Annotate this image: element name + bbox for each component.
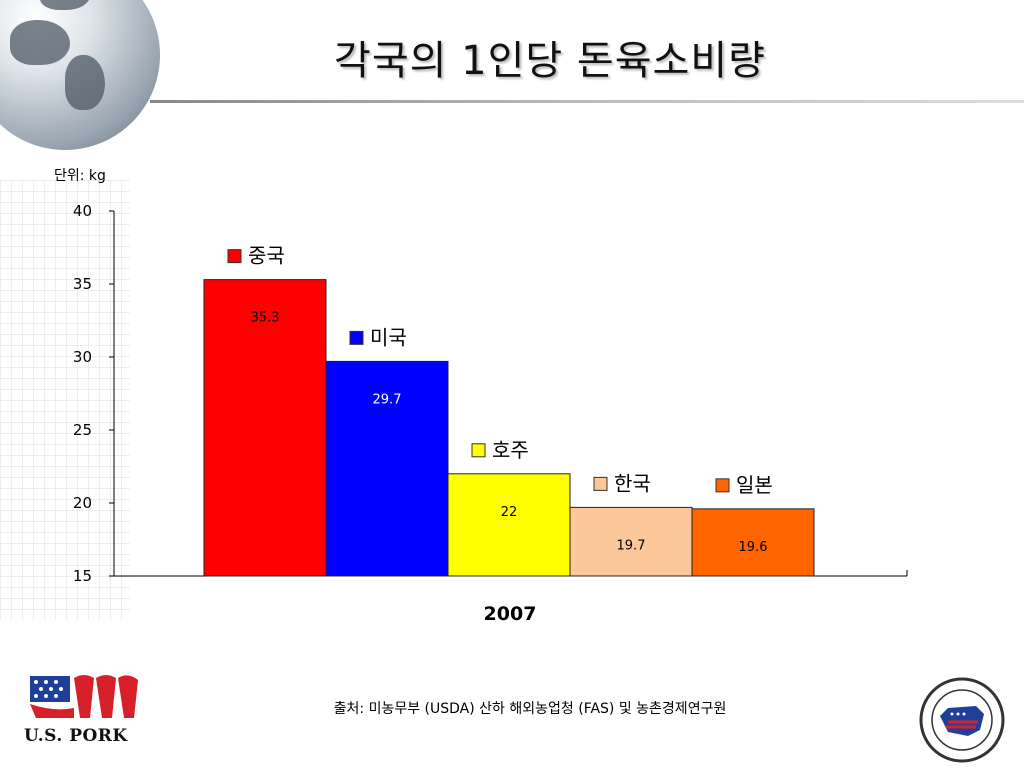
us-pork-logo-text: U.S. PORK bbox=[24, 726, 128, 746]
header-divider bbox=[150, 100, 1024, 103]
source-note: 출처: 미농무부 (USDA) 산하 해외농업청 (FAS) 및 농촌경제연구원 bbox=[333, 701, 727, 717]
legend-label-5: 일본 bbox=[736, 473, 773, 497]
bar-3 bbox=[447, 473, 571, 577]
legend-label-3: 호주 bbox=[492, 438, 529, 462]
bar-2 bbox=[325, 360, 449, 577]
y-tick-label-15: 15 bbox=[73, 567, 92, 585]
y-tick-label-25: 25 bbox=[73, 421, 92, 439]
bar-5 bbox=[691, 508, 815, 577]
legend-swatch-1 bbox=[227, 249, 242, 264]
usmef-logo bbox=[918, 676, 1006, 764]
legend-label-2: 미국 bbox=[370, 325, 407, 349]
x-axis-label: 2007 bbox=[484, 603, 537, 625]
data-label-2: 29.7 bbox=[373, 392, 402, 407]
y-tick-label-40: 40 bbox=[73, 202, 92, 220]
data-label-3: 22 bbox=[501, 505, 518, 520]
data-label-1: 35.3 bbox=[251, 311, 280, 326]
legend-swatch-3 bbox=[471, 443, 486, 458]
background-grid-pattern bbox=[0, 180, 130, 620]
data-label-4: 19.7 bbox=[617, 538, 646, 553]
legend-swatch-2 bbox=[349, 330, 364, 345]
data-label-5: 19.6 bbox=[739, 540, 768, 555]
bar-chart: 15 20 25 30 35 40 35.3 29.7 22 19.7 19.6 중국미국호주한국… bbox=[73, 202, 908, 625]
legend-label-4: 한국 bbox=[614, 471, 651, 495]
y-tick-label-35: 35 bbox=[73, 275, 92, 293]
legend-label-1: 중국 bbox=[248, 244, 285, 268]
y-tick-label-20: 20 bbox=[73, 494, 92, 512]
y-tick-label-30: 30 bbox=[73, 348, 92, 366]
bar-4 bbox=[569, 506, 693, 577]
us-pork-logo: U.S. PORK bbox=[24, 668, 154, 748]
legend-swatch-4 bbox=[593, 476, 608, 491]
page-title: 각국의 1인당 돈육소비량 bbox=[334, 38, 766, 84]
unit-label: 단위: kg bbox=[54, 168, 106, 184]
bar-1 bbox=[203, 279, 327, 577]
legend-swatch-5 bbox=[715, 478, 730, 493]
